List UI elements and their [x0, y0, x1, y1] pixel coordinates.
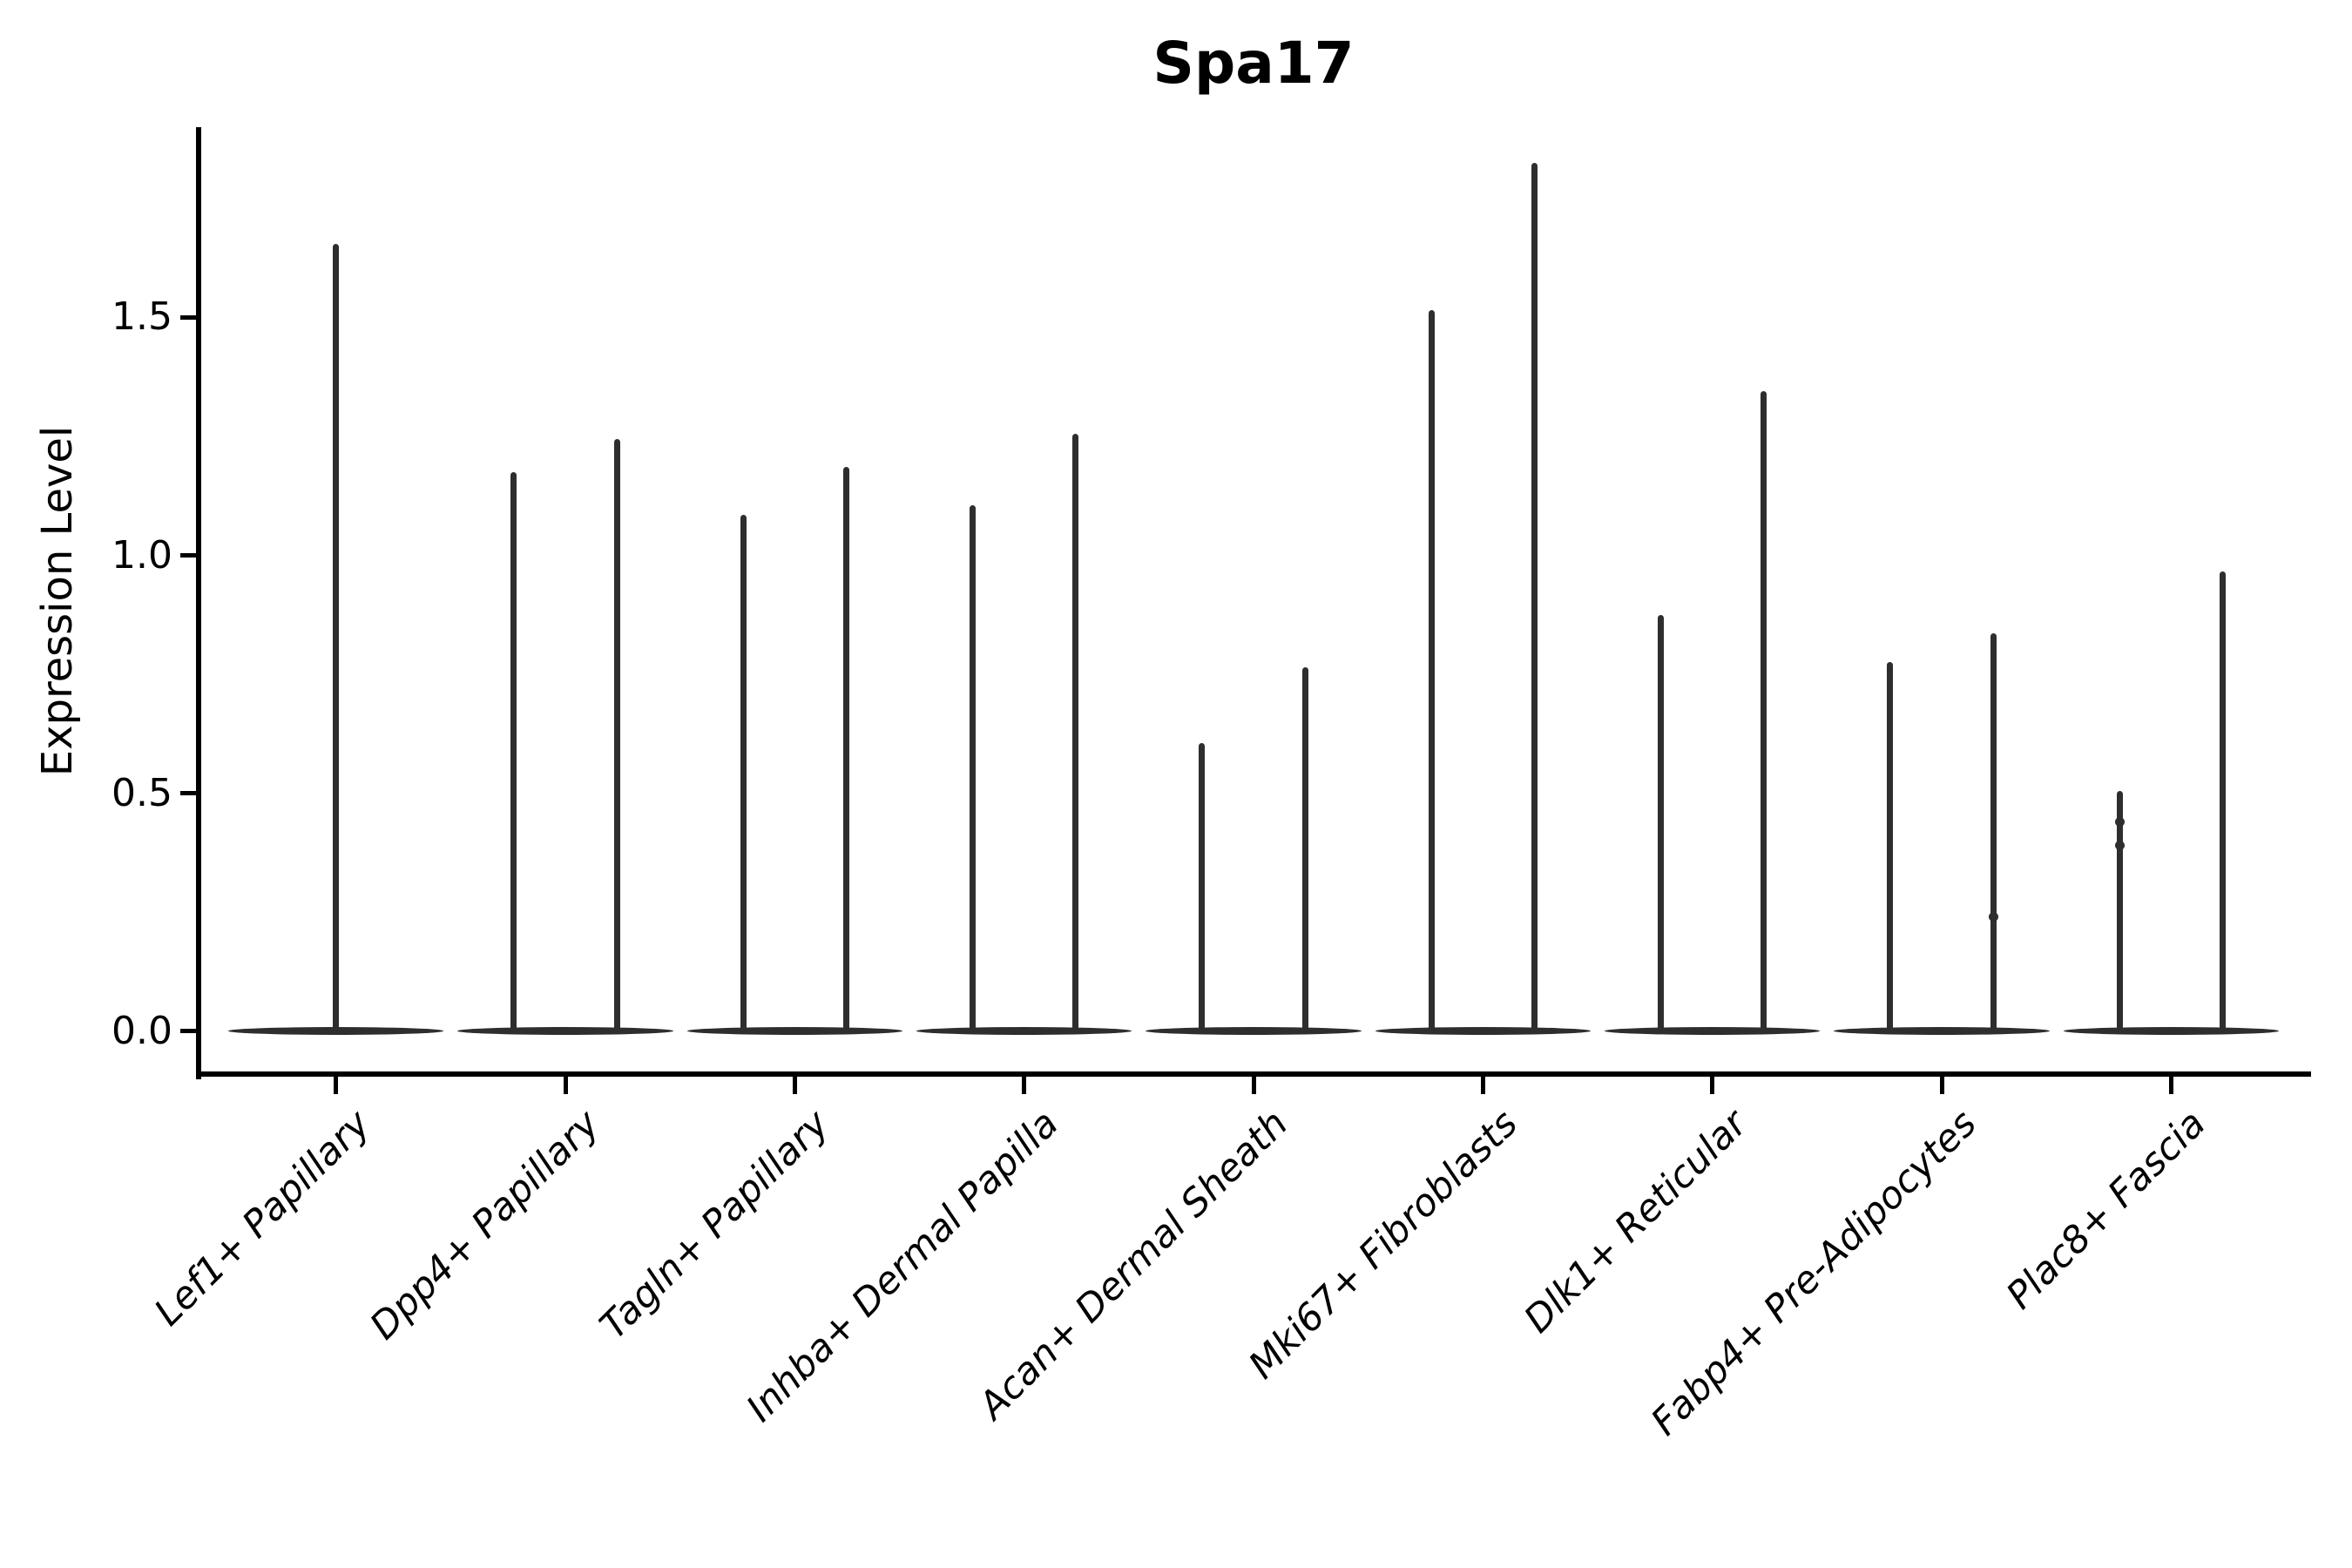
- x-tick: [563, 1077, 568, 1094]
- x-tick: [1710, 1077, 1715, 1094]
- x-tick-label: Dpp4+ Papillary: [362, 1102, 609, 1348]
- x-tick-label: Dlk1+ Reticular: [1515, 1102, 1756, 1342]
- x-tick: [1022, 1077, 1027, 1094]
- x-tick-label: Tagln+ Papillary: [591, 1102, 838, 1348]
- y-tick-label: 1.0: [112, 532, 172, 578]
- violin-spike: [1072, 434, 1079, 1033]
- violin-base: [686, 1027, 903, 1036]
- x-tick: [1251, 1077, 1256, 1094]
- violin-spike: [333, 243, 340, 1033]
- violin-spike: [2220, 571, 2227, 1033]
- x-tick: [2168, 1077, 2173, 1094]
- violin-spike: [969, 504, 976, 1033]
- violin-base: [1146, 1027, 1362, 1036]
- violin-spike: [1301, 666, 1308, 1033]
- chart-title: Spa17: [1152, 30, 1355, 97]
- violin-base: [2063, 1027, 2280, 1036]
- jitter-dot: [2114, 841, 2125, 851]
- violin-base: [916, 1027, 1132, 1036]
- y-tick: [180, 791, 198, 796]
- y-axis-label: Expression Level: [33, 425, 82, 777]
- x-tick: [334, 1077, 339, 1094]
- violin-spike: [2116, 790, 2123, 1033]
- x-tick: [792, 1077, 797, 1094]
- y-tick: [180, 314, 198, 320]
- x-tick: [1480, 1077, 1485, 1094]
- y-tick-label: 0.5: [112, 770, 172, 815]
- violin-spike: [1761, 390, 1767, 1033]
- x-tick-label: Lef1+ Papillary: [146, 1102, 380, 1335]
- violin-spike: [1657, 614, 1664, 1033]
- violin-spike: [1531, 162, 1538, 1033]
- jitter-dot: [1988, 912, 1998, 923]
- y-tick-label: 1.5: [112, 294, 172, 340]
- violin-spike: [510, 471, 517, 1033]
- violin-spike: [1428, 310, 1435, 1033]
- x-tick: [1939, 1077, 1944, 1094]
- violin-spike: [1990, 633, 1997, 1033]
- y-tick: [180, 553, 198, 558]
- violin-spike: [740, 514, 747, 1033]
- violin-base: [457, 1027, 673, 1036]
- y-tick-label: 0.0: [112, 1008, 172, 1053]
- violin-base: [1604, 1027, 1821, 1036]
- violin-spike: [613, 438, 620, 1033]
- violin-spike: [1199, 743, 1206, 1033]
- violin-spike: [843, 467, 850, 1033]
- y-tick: [180, 1029, 198, 1034]
- x-tick-label: Plac8+ Fascia: [1997, 1102, 2214, 1318]
- y-axis-spine: [196, 127, 201, 1079]
- violin-base: [1375, 1027, 1592, 1036]
- violin-base: [1834, 1027, 2050, 1036]
- violin-spike: [1887, 662, 1894, 1033]
- jitter-dot: [2114, 816, 2125, 827]
- x-axis-spine: [196, 1071, 2311, 1077]
